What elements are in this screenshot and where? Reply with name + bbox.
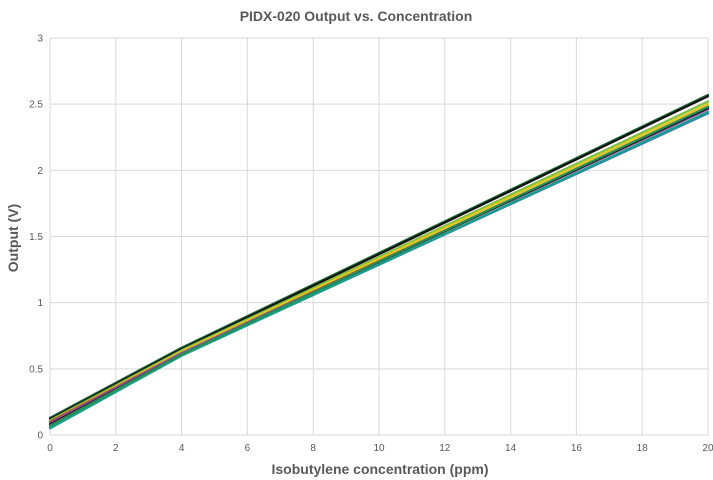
- grid-layer: [49, 37, 709, 436]
- y-tick-label: 2.5: [29, 100, 43, 111]
- series-layer: [48, 93, 710, 430]
- x-tick-label: 8: [310, 443, 316, 454]
- y-tick-label: 1: [37, 298, 43, 309]
- y-tick-labels: 0 0.5 1 1.5 2 2.5 3: [29, 34, 43, 442]
- x-tick-label: 6: [245, 443, 251, 454]
- x-axis-label: Isobutylene concentration (ppm): [271, 461, 488, 477]
- y-tick-label: 0.5: [29, 364, 43, 375]
- series-line-3: [48, 100, 710, 422]
- series-line-1: [48, 93, 710, 419]
- x-tick-label: 2: [113, 443, 119, 454]
- x-tick-label: 12: [439, 443, 451, 454]
- x-tick-labels: 0 2 4 6 8 10 12 14 16 18 20: [47, 443, 713, 454]
- x-tick-label: 16: [571, 443, 583, 454]
- x-tick-label: 10: [373, 443, 385, 454]
- x-tick-label: 20: [702, 443, 713, 454]
- y-tick-label: 3: [37, 34, 43, 45]
- chart-title: PIDX-020 Output vs. Concentration: [240, 8, 473, 24]
- y-tick-label: 1.5: [29, 232, 43, 243]
- series-line-9: [48, 110, 710, 430]
- x-tick-label: 4: [179, 443, 185, 454]
- y-tick-label: 0: [37, 431, 43, 442]
- y-tick-label: 2: [37, 166, 43, 177]
- series-line-10: [48, 105, 710, 427]
- y-axis-label: Output (V): [5, 204, 21, 272]
- x-tick-label: 18: [637, 443, 649, 454]
- series-line-2: [48, 95, 710, 421]
- x-tick-label: 0: [47, 443, 53, 454]
- x-tick-label: 14: [505, 443, 517, 454]
